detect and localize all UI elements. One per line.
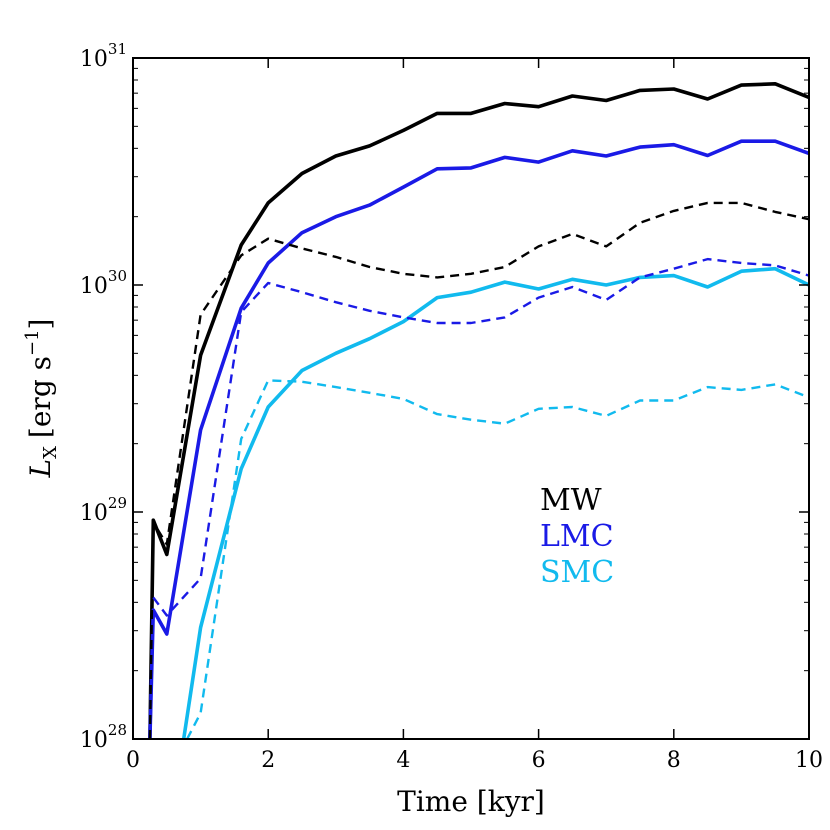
y-tick-label: 1028 — [80, 721, 127, 753]
x-tick-label: 4 — [396, 748, 410, 773]
y-tick-label: 1030 — [80, 267, 127, 299]
y-axis-title-exponent: −1 — [22, 329, 43, 356]
series-line-smc-dashed — [186, 379, 809, 739]
x-tick-label: 2 — [261, 748, 275, 773]
x-tick-label: 6 — [532, 748, 546, 773]
x-axis-title: Time [kyr] — [397, 785, 545, 818]
y-axis-title-symbol: L — [24, 459, 57, 479]
y-tick-label: 1031 — [80, 40, 127, 72]
y-axis-title-subscript: X — [40, 446, 61, 459]
y-axis: 1028 1029 1030 1031 — [80, 40, 809, 753]
y-axis-title-unit: [erg s — [24, 356, 57, 438]
legend-entry-mw: MW — [540, 483, 602, 518]
y-tick-label: 1029 — [80, 494, 127, 526]
x-tick-label: 0 — [126, 748, 140, 773]
y-axis-title-close: ] — [24, 319, 57, 330]
x-tick-label: 10 — [795, 748, 823, 773]
legend-entry-lmc: LMC — [540, 519, 614, 554]
legend: MW LMC SMC — [540, 483, 614, 590]
legend-entry-smc: SMC — [540, 555, 614, 590]
series-line-lmc — [148, 139, 809, 739]
series-layer — [148, 82, 809, 739]
series-line-smc — [181, 266, 809, 739]
x-tick-label: 8 — [667, 748, 681, 773]
series-line-mw-dashed — [148, 201, 809, 739]
x-axis: 0 2 4 6 8 10 — [126, 58, 823, 773]
series-line-mw — [148, 82, 809, 739]
y-axis-title: LX [erg s−1] — [22, 319, 61, 479]
plot-frame — [132, 57, 810, 740]
series-line-lmc-dashed — [152, 257, 809, 617]
